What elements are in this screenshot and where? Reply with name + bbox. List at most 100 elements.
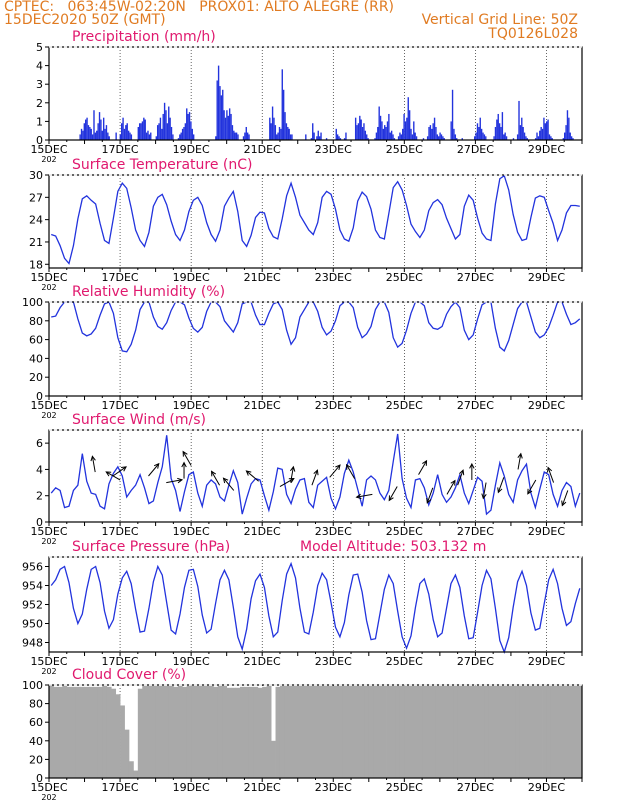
panel-frame [48,174,583,269]
precip-bar [364,130,367,140]
header-vertical-grid-line: Vertical Grid Line: 50Z [421,12,578,28]
precip-bar [475,132,477,140]
cloud-cover-bar [111,688,117,778]
x-tick-label: 27DEC [457,655,494,668]
precip-bar [536,132,538,140]
wind-arrow-shaft [497,477,505,493]
precip-bar [518,100,520,140]
precip-bar [408,110,411,140]
panel-surface-temperature-nc: 18 21 24 27 30 15DEC 17DEC 19DEC 21DEC 23DEC 25DEC… [29,157,583,292]
precip-bar [400,134,403,140]
precip-bar [281,69,283,140]
precip-bar [84,119,87,140]
precip-bar [414,132,416,140]
cloud-cover-bar [133,770,139,778]
x-tick-label: 15DEC [30,271,67,284]
precip-bar [435,126,437,140]
cloud-cover-bar [466,685,472,778]
wind-arrow-shaft [446,480,456,495]
precip-bar [313,132,315,140]
precip-bar [438,136,440,140]
precip-bar [504,132,506,140]
x-tick-label: 15DEC [30,655,67,668]
x-year-stub: 202 [41,667,56,676]
panel-surface-wind-m-s: 0 2 4 6 15DEC 17DEC 19DEC 21DEC 23DEC 25DEC 27DEC 2… [30,412,583,546]
y-tick-label: 40 [29,352,43,365]
cloud-cover-bar [244,686,250,778]
precip-bar [478,126,480,140]
precip-bar [89,126,91,140]
precip-bar [388,113,390,140]
precip-bar [537,136,540,140]
precip-bar [245,126,247,140]
y-tick-label: 60 [29,716,43,729]
precip-bar [415,136,418,140]
x-year-stub: 202 [41,411,56,420]
cloud-cover-bar [84,686,90,778]
precip-bar [566,110,569,140]
precip-bar [269,117,271,140]
precip-bar [270,123,272,140]
cloud-cover-bar [231,687,236,778]
cloud-cover-bar [88,686,94,778]
cloud-cover-bar [124,729,130,778]
wind-arrow-shaft [182,451,192,466]
cloud-cover-bar [293,685,299,778]
precip-bar [402,128,404,140]
x-tick-label: 15DEC [30,143,67,156]
cloud-cover-bar [564,685,570,778]
cloud-cover-bar [208,685,214,778]
wind-arrow [426,487,434,504]
cloud-cover-bar [137,688,143,778]
wind-arrow-head [355,493,362,500]
x-tick-label: 17DEC [102,525,139,538]
wind-arrow-head [153,462,160,469]
x-tick-label: 29DEC [528,655,565,668]
cloud-cover-bar [533,685,538,778]
precip-bar [87,125,90,140]
x-tick-label: 27DEC [457,525,494,538]
precip-bar [216,80,218,140]
precip-bar [485,136,487,140]
y-tick-label: 4 [36,60,43,73]
precip-bar [82,130,84,140]
precip-bar [312,123,314,140]
precip-bar [483,134,486,140]
precip-bar [320,132,322,140]
cloud-cover-bar [346,685,352,778]
wind-arrow-head [211,470,217,477]
precip-bar [226,110,228,140]
wind-arrow [517,452,523,470]
precip-bar [429,125,432,140]
precip-bar [338,136,340,140]
y-tick-label: 2 [36,97,43,110]
precip-bar [325,138,328,140]
cloud-cover-bar [524,685,530,778]
panel-title: Relative Humidity (%) [72,284,225,300]
precip-bar [413,121,415,140]
y-tick-label: 4 [36,463,43,476]
x-tick-label: 17DEC [102,399,139,412]
y-tick-label: 2 [36,490,43,503]
cloud-cover-bar [288,685,294,778]
precip-bar [162,113,164,140]
precip-bar [516,134,519,140]
precip-bar [318,136,321,140]
precip-bar [384,125,386,140]
cloud-cover-bar [266,685,272,778]
precip-bar [357,123,360,140]
precip-bar [547,119,549,140]
precip-bar [104,128,106,140]
precip-bar [570,136,573,140]
header-model-id: TQ0126L028 [488,26,578,42]
precip-bar [161,128,163,140]
precip-bar [436,134,439,140]
precip-bar [403,113,405,140]
x-tick-label: 23DEC [315,271,352,284]
precip-bar [91,134,94,140]
precip-bar [569,132,571,140]
precip-bar [565,125,567,140]
wind-arrow-shaft [356,493,373,498]
wind-arrow [245,470,259,482]
cloud-cover-bar [506,685,512,778]
